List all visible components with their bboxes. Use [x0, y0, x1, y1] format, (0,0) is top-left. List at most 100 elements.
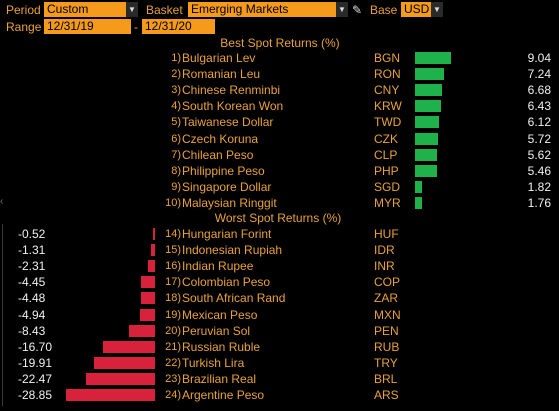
currency-name: Russian Ruble — [182, 339, 261, 354]
positive-return-bar — [415, 52, 451, 64]
currency-code: MXN — [374, 307, 401, 322]
return-value: 5.46 — [527, 163, 551, 178]
rank-number: 16 — [137, 258, 181, 274]
rank-number: 24 — [137, 387, 181, 403]
base-select[interactable]: USD — [401, 2, 431, 17]
return-value: -4.94 — [18, 307, 46, 322]
negative-return-bar — [66, 389, 155, 401]
table-row[interactable]: -4.94 19Mexican Peso MXN — [0, 307, 559, 323]
table-row[interactable]: -2.31 16Indian Rupee INR — [0, 258, 559, 274]
currency-code: CNY — [374, 83, 400, 98]
return-value: -19.91 — [18, 355, 53, 370]
currency-code: COP — [374, 275, 401, 290]
return-value: -28.85 — [18, 388, 53, 402]
table-row[interactable]: -8.43 20Peruvian Sol PEN — [0, 323, 559, 339]
currency-code: MYR — [374, 195, 401, 210]
currency-code: ARS — [374, 388, 399, 402]
period-dropdown-icon[interactable]: ▼ — [126, 2, 138, 17]
expand-left-icon[interactable]: ‹ — [0, 196, 4, 207]
positive-return-bar — [415, 84, 442, 97]
table-row[interactable]: -4.45 17Colombian Peso COP — [0, 274, 559, 290]
currency-code: INR — [374, 259, 395, 274]
table-row[interactable]: 7Chilean Peso CLP 5.62 — [0, 147, 559, 163]
range-start-input[interactable]: 12/31/19 — [44, 19, 131, 34]
currency-name: Indian Rupee — [182, 259, 254, 274]
table-row[interactable]: -4.48 18South African Rand ZAR — [0, 290, 559, 306]
return-value: 6.43 — [527, 99, 551, 114]
period-select[interactable]: Custom — [44, 2, 126, 17]
best-returns-title: Best Spot Returns (%) — [220, 36, 340, 50]
table-row[interactable]: 4South Korean Won KRW 6.43 — [0, 98, 559, 114]
rank-number: 23 — [137, 371, 181, 387]
rank-number: 8 — [137, 163, 181, 179]
pencil-icon[interactable]: ✎ — [352, 3, 363, 17]
rank-number: 3 — [137, 82, 181, 98]
currency-name: Malaysian Ringgit — [182, 195, 277, 210]
currency-code: CLP — [374, 147, 398, 162]
return-value: -22.47 — [18, 371, 53, 386]
rank-number: 17 — [137, 274, 181, 290]
rank-number: 9 — [137, 179, 181, 195]
rank-number: 22 — [137, 355, 181, 371]
currency-code: RON — [374, 67, 401, 82]
return-value: -4.48 — [18, 291, 46, 306]
currency-name: Chilean Peso — [182, 147, 254, 162]
currency-name: Indonesian Rupiah — [182, 243, 283, 258]
currency-name: Peruvian Sol — [182, 323, 251, 338]
rank-number: 14 — [137, 226, 181, 242]
currency-code: CZK — [374, 131, 398, 146]
worst-returns-title: Worst Spot Returns (%) — [214, 211, 342, 225]
range-separator: - — [134, 20, 138, 34]
table-row[interactable]: -19.91 22Turkish Lira TRY — [0, 355, 559, 371]
return-value: 1.76 — [527, 195, 551, 210]
toolbar: Period Custom ▼ Basket Emerging Markets … — [0, 0, 559, 40]
rank-number: 5 — [137, 114, 181, 130]
currency-code: PEN — [374, 323, 399, 338]
table-row[interactable]: 9Singapore Dollar SGD 1.82 — [0, 179, 559, 195]
table-row[interactable]: 5Taiwanese Dollar TWD 6.12 — [0, 114, 559, 130]
range-end-input[interactable]: 12/31/20 — [142, 19, 215, 34]
return-value: -1.31 — [18, 243, 46, 258]
currency-name: Czech Koruna — [182, 131, 259, 146]
table-row[interactable]: -22.47 23Brazilian Real BRL — [0, 371, 559, 387]
return-value: -0.52 — [18, 227, 46, 241]
period-label: Period — [6, 3, 41, 17]
positive-return-bar — [415, 100, 441, 113]
return-value: 1.82 — [527, 179, 551, 194]
currency-name: Argentine Peso — [182, 388, 265, 402]
rank-number: 4 — [137, 98, 181, 114]
currency-code: TWD — [374, 115, 402, 130]
basket-dropdown-icon[interactable]: ▼ — [336, 2, 348, 17]
currency-code: IDR — [374, 243, 395, 258]
table-row[interactable]: 1Bulgarian Lev BGN 9.04 — [0, 50, 559, 66]
return-value: 9.04 — [527, 51, 551, 65]
currency-name: Mexican Peso — [182, 307, 258, 322]
table-row[interactable]: -0.52 14Hungarian Forint HUF — [0, 226, 559, 242]
table-row[interactable]: 6Czech Koruna CZK 5.72 — [0, 131, 559, 147]
table-row[interactable]: 3Chinese Renminbi CNY 6.68 — [0, 82, 559, 98]
rank-number: 6 — [137, 131, 181, 147]
positive-return-bar — [415, 116, 439, 129]
basket-select[interactable]: Emerging Markets — [188, 2, 336, 17]
base-label: Base — [370, 3, 398, 17]
currency-name: Taiwanese Dollar — [182, 115, 274, 130]
currency-code: ZAR — [374, 291, 398, 306]
currency-code: BGN — [374, 51, 401, 65]
currency-name: Hungarian Forint — [182, 227, 272, 241]
positive-return-bar — [415, 132, 438, 145]
currency-code: PHP — [374, 163, 399, 178]
table-row[interactable]: 2Romanian Leu RON 7.24 — [0, 66, 559, 82]
table-row[interactable]: -28.85 24Argentine Peso ARS — [0, 387, 559, 403]
return-value: -8.43 — [18, 323, 46, 338]
table-row[interactable]: -16.70 21Russian Ruble RUB — [0, 339, 559, 355]
rank-number: 19 — [137, 307, 181, 323]
base-dropdown-icon[interactable]: ▼ — [431, 2, 443, 17]
table-row[interactable]: 10Malaysian Ringgit MYR 1.76 — [0, 195, 559, 211]
positive-return-bar — [415, 148, 437, 161]
currency-code: BRL — [374, 371, 398, 386]
rank-number: 18 — [137, 290, 181, 306]
rank-number: 2 — [137, 66, 181, 82]
table-row[interactable]: 8Philippine Peso PHP 5.46 — [0, 163, 559, 179]
return-value: -4.45 — [18, 275, 46, 290]
table-row[interactable]: -1.31 15Indonesian Rupiah IDR — [0, 242, 559, 258]
